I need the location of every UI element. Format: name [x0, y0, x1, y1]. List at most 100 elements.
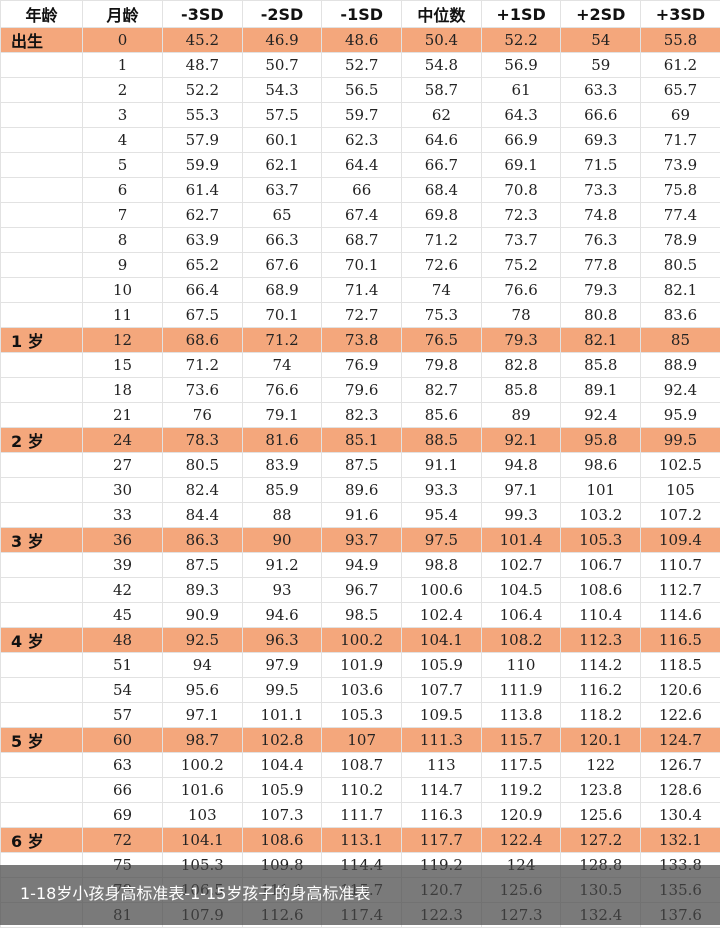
- value-cell: 82.4: [163, 478, 243, 503]
- header-minus2sd: -2SD: [242, 1, 322, 28]
- month-cell: 6: [83, 178, 163, 203]
- value-cell: 125.6: [561, 803, 641, 828]
- value-cell: 83.9: [242, 453, 322, 478]
- value-cell: 59: [561, 53, 641, 78]
- value-cell: 126.7: [641, 753, 720, 778]
- value-cell: 105: [641, 478, 720, 503]
- value-cell: 76.9: [322, 353, 402, 378]
- month-cell: 69: [83, 803, 163, 828]
- value-cell: 101.9: [322, 653, 402, 678]
- value-cell: 65.7: [641, 78, 720, 103]
- value-cell: 76.6: [242, 378, 322, 403]
- value-cell: 108.6: [242, 828, 322, 853]
- month-cell: 5: [83, 153, 163, 178]
- value-cell: 87.5: [163, 553, 243, 578]
- age-cell: [1, 778, 83, 803]
- value-cell: 94.9: [322, 553, 402, 578]
- age-cell: [1, 653, 83, 678]
- month-cell: 7: [83, 203, 163, 228]
- value-cell: 79.8: [402, 353, 482, 378]
- value-cell: 66.6: [561, 103, 641, 128]
- value-cell: 52.2: [481, 28, 561, 53]
- value-cell: 56.5: [322, 78, 402, 103]
- value-cell: 127.2: [561, 828, 641, 853]
- age-cell: [1, 578, 83, 603]
- value-cell: 113.1: [322, 828, 402, 853]
- value-cell: 63.9: [163, 228, 243, 253]
- value-cell: 74: [402, 278, 482, 303]
- value-cell: 73.8: [322, 328, 402, 353]
- value-cell: 76: [163, 403, 243, 428]
- value-cell: 92.5: [163, 628, 243, 653]
- month-cell: 0: [83, 28, 163, 53]
- value-cell: 101: [561, 478, 641, 503]
- value-cell: 48.7: [163, 53, 243, 78]
- value-cell: 80.5: [163, 453, 243, 478]
- value-cell: 73.3: [561, 178, 641, 203]
- value-cell: 60.1: [242, 128, 322, 153]
- value-cell: 97.1: [163, 703, 243, 728]
- month-cell: 30: [83, 478, 163, 503]
- value-cell: 66.7: [402, 153, 482, 178]
- value-cell: 110.7: [641, 553, 720, 578]
- value-cell: 102.7: [481, 553, 561, 578]
- month-cell: 42: [83, 578, 163, 603]
- value-cell: 101.6: [163, 778, 243, 803]
- value-cell: 72.6: [402, 253, 482, 278]
- value-cell: 104.4: [242, 753, 322, 778]
- value-cell: 50.7: [242, 53, 322, 78]
- age-cell: [1, 503, 83, 528]
- value-cell: 56.9: [481, 53, 561, 78]
- value-cell: 111.3: [402, 728, 482, 753]
- value-cell: 105.9: [402, 653, 482, 678]
- value-cell: 91.1: [402, 453, 482, 478]
- value-cell: 98.5: [322, 603, 402, 628]
- value-cell: 93.7: [322, 528, 402, 553]
- value-cell: 68.7: [322, 228, 402, 253]
- value-cell: 113.8: [481, 703, 561, 728]
- value-cell: 99.3: [481, 503, 561, 528]
- value-cell: 79.3: [561, 278, 641, 303]
- value-cell: 95.6: [163, 678, 243, 703]
- value-cell: 48.6: [322, 28, 402, 53]
- month-cell: 33: [83, 503, 163, 528]
- month-cell: 72: [83, 828, 163, 853]
- value-cell: 95.9: [641, 403, 720, 428]
- value-cell: 97.9: [242, 653, 322, 678]
- age-cell: [1, 603, 83, 628]
- month-cell: 10: [83, 278, 163, 303]
- value-cell: 61: [481, 78, 561, 103]
- age-cell: [1, 178, 83, 203]
- month-cell: 9: [83, 253, 163, 278]
- value-cell: 75.3: [402, 303, 482, 328]
- value-cell: 106.7: [561, 553, 641, 578]
- value-cell: 98.7: [163, 728, 243, 753]
- value-cell: 79.3: [481, 328, 561, 353]
- age-cell: 出生: [1, 28, 83, 53]
- age-cell: [1, 803, 83, 828]
- value-cell: 110: [481, 653, 561, 678]
- value-cell: 124.7: [641, 728, 720, 753]
- value-cell: 82.7: [402, 378, 482, 403]
- value-cell: 63.3: [561, 78, 641, 103]
- value-cell: 69.1: [481, 153, 561, 178]
- value-cell: 73.7: [481, 228, 561, 253]
- value-cell: 92.1: [481, 428, 561, 453]
- value-cell: 100.2: [163, 753, 243, 778]
- header-plus3sd: +3SD: [641, 1, 720, 28]
- value-cell: 61.4: [163, 178, 243, 203]
- value-cell: 65: [242, 203, 322, 228]
- value-cell: 91.6: [322, 503, 402, 528]
- value-cell: 59.9: [163, 153, 243, 178]
- value-cell: 115.7: [481, 728, 561, 753]
- value-cell: 77.4: [641, 203, 720, 228]
- value-cell: 130.4: [641, 803, 720, 828]
